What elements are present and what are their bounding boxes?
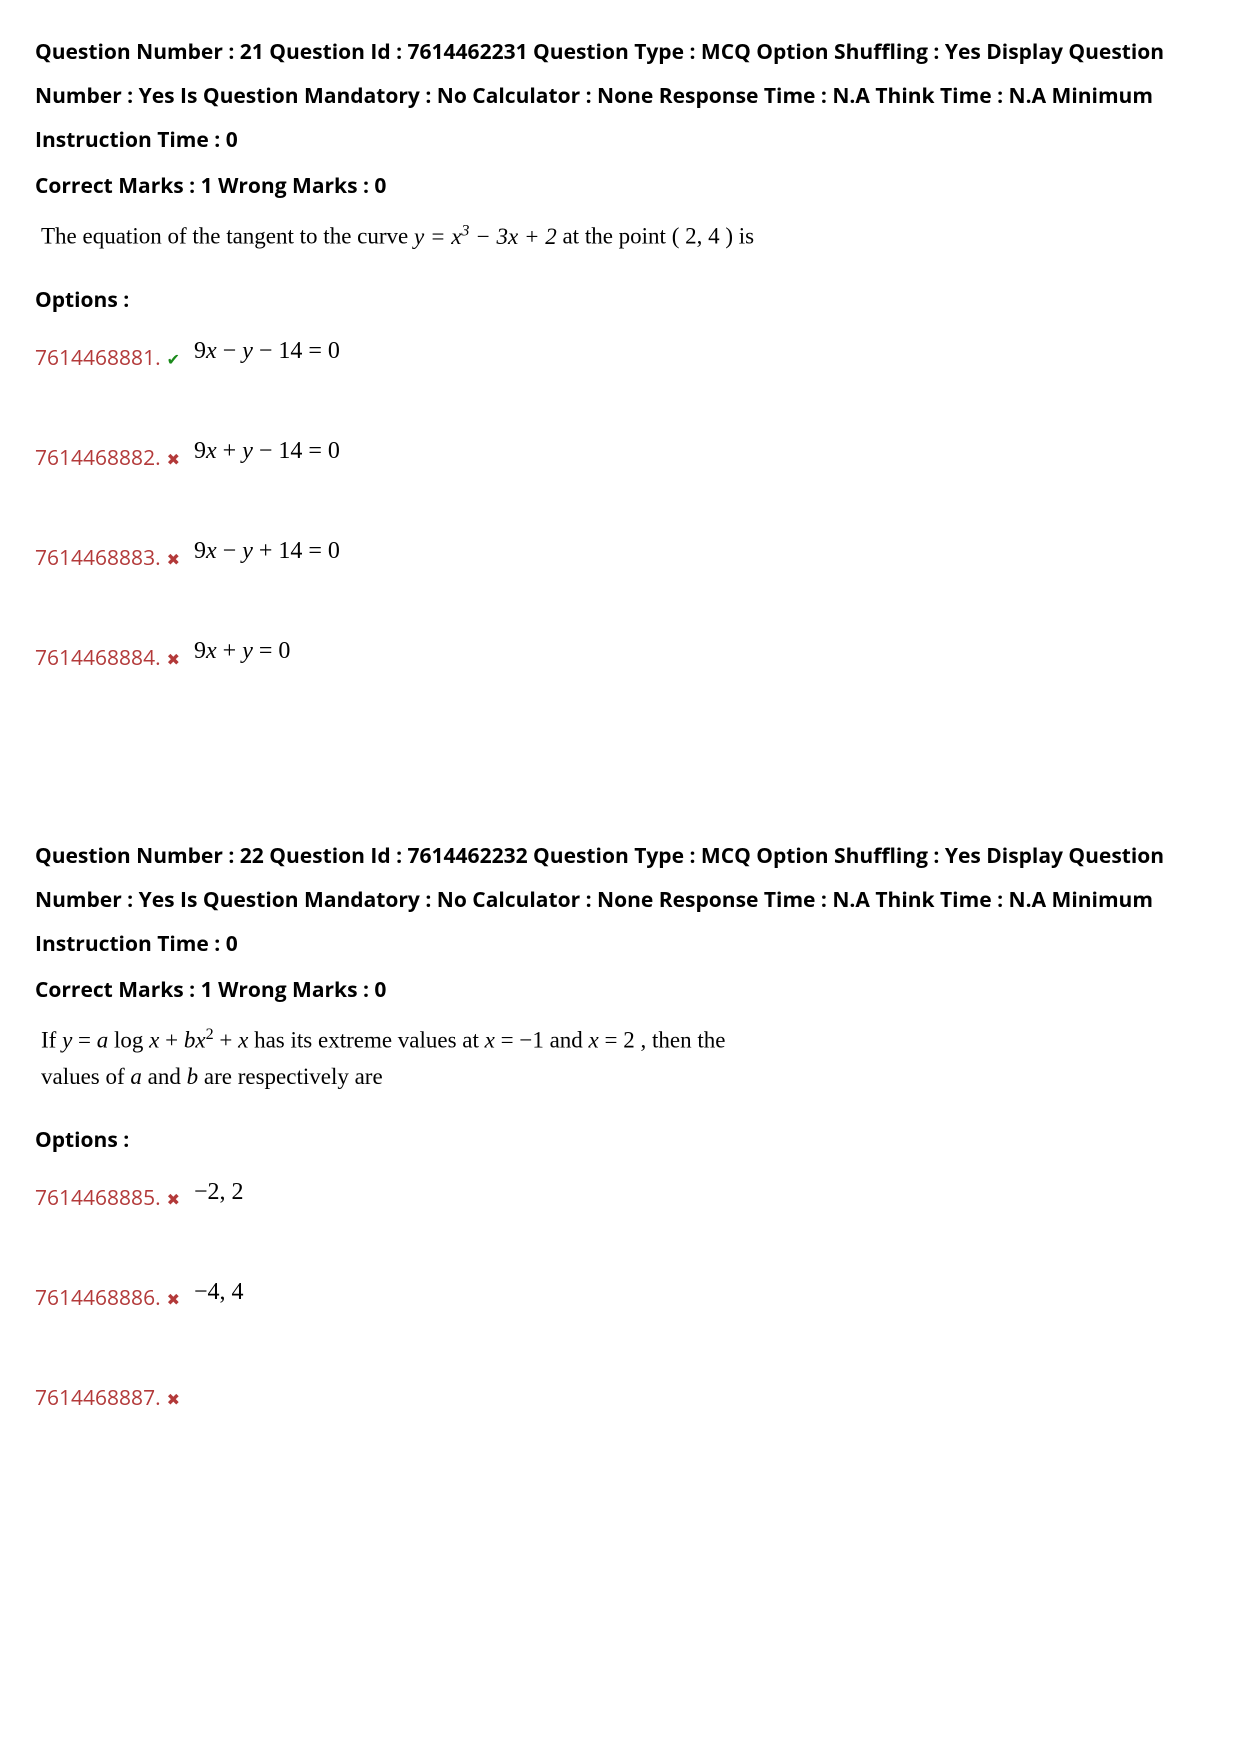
options-label: Options : [35, 1126, 1205, 1154]
option-row: 7614468881.✔9x − y − 14 = 0 [35, 344, 1205, 372]
cross-icon: ✖ [167, 1288, 180, 1310]
cross-icon: ✖ [167, 548, 180, 570]
option-id: 7614468881. [35, 344, 161, 372]
option-math: 9x + y − 14 = 0 [194, 438, 340, 465]
option-math: 9x + y = 0 [194, 638, 290, 665]
q-suffix: is [739, 224, 754, 249]
check-icon: ✔ [167, 348, 180, 370]
question-meta: Question Number : 22 Question Id : 76144… [35, 834, 1205, 966]
option-row: 7614468884.✖9x + y = 0 [35, 644, 1205, 672]
option-id: 7614468882. [35, 444, 161, 472]
marks-line: Correct Marks : 1 Wrong Marks : 0 [35, 172, 1205, 200]
q-prefix: The equation of the tangent to the curve [41, 224, 414, 249]
option-math: 9x − y − 14 = 0 [194, 338, 340, 365]
question-block: Question Number : 22 Question Id : 76144… [35, 834, 1205, 1413]
option-id: 7614468884. [35, 644, 161, 672]
cross-icon: ✖ [167, 648, 180, 670]
options-label: Options : [35, 286, 1205, 314]
option-math: −4, 4 [194, 1279, 244, 1306]
marks-line: Correct Marks : 1 Wrong Marks : 0 [35, 976, 1205, 1004]
q-mid: at the point [562, 224, 671, 249]
option-math: 9x − y + 14 = 0 [194, 538, 340, 565]
meta-text: Question Number : 22 Question Id : 76144… [35, 842, 1164, 958]
option-row: 7614468887. ✖ [35, 1384, 1205, 1412]
q-equation: y = x3 − 3x + 2 [414, 224, 557, 249]
option-id: 7614468886. [35, 1284, 161, 1312]
cross-icon: ✖ [167, 448, 180, 470]
q-line1: If y = a log x + bx2 + x has its extreme… [41, 1022, 1205, 1059]
meta-text: Question Number : 21 Question Id : 76144… [35, 38, 1164, 154]
question-block: Question Number : 21 Question Id : 76144… [35, 30, 1205, 672]
question-text: If y = a log x + bx2 + x has its extreme… [35, 1022, 1205, 1096]
option-id: 7614468887. [35, 1384, 161, 1412]
question-text: The equation of the tangent to the curve… [35, 218, 1205, 255]
options-list: 7614468881.✔9x − y − 14 = 07614468882.✖9… [35, 344, 1205, 672]
option-row: 7614468883.✖9x − y + 14 = 0 [35, 544, 1205, 572]
option-row: 7614468886.✖−4, 4 [35, 1284, 1205, 1312]
option-id: 7614468883. [35, 544, 161, 572]
option-math: −2, 2 [194, 1179, 244, 1206]
question-meta: Question Number : 21 Question Id : 76144… [35, 30, 1205, 162]
options-list: 7614468885.✖−2, 27614468886.✖−4, 4761446… [35, 1184, 1205, 1412]
option-id: 7614468885. [35, 1184, 161, 1212]
q-line2: values of a and b are respectively are [41, 1059, 1205, 1096]
cross-icon: ✖ [167, 1188, 180, 1210]
option-row: 7614468885.✖−2, 2 [35, 1184, 1205, 1212]
option-row: 7614468882.✖9x + y − 14 = 0 [35, 444, 1205, 472]
q-point: ( 2, 4 ) [672, 224, 733, 249]
cross-icon: ✖ [167, 1388, 180, 1410]
